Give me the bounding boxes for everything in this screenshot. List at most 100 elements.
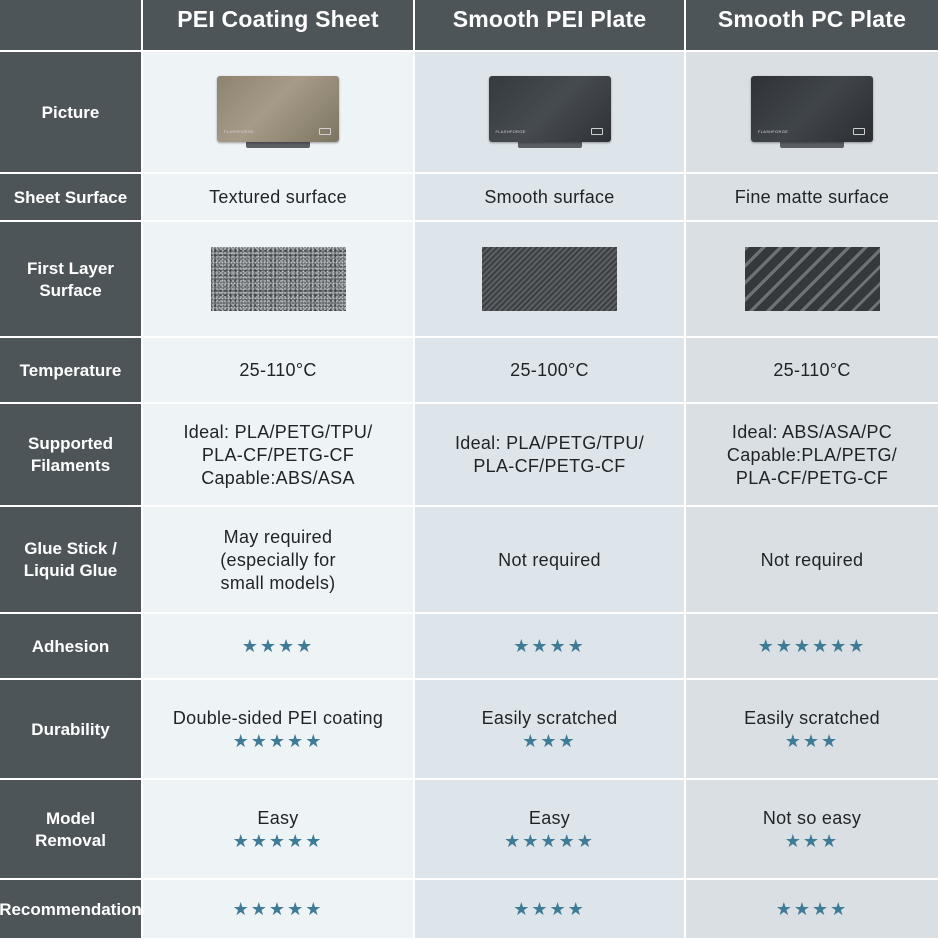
plate-image: FLASHFORGE (488, 76, 611, 148)
glue-cell: May required (especially for small model… (143, 507, 415, 614)
recommendation-stars: ★★★★ (513, 899, 586, 919)
recommendation-stars: ★★★★ (775, 899, 849, 919)
row-label-recommendation: Recommendation (0, 880, 143, 940)
sheet-surface-value: Smooth surface (415, 174, 686, 222)
glue-line: Not required (498, 549, 601, 570)
durability-cell: Easily scratched ★★★ (415, 680, 686, 780)
removal-text: Easy (528, 807, 571, 828)
row-label-line: Filaments (30, 456, 111, 475)
smooth-pc-plate-image: FLASHFORGE (751, 76, 873, 142)
plate-brand-logo: FLASHFORGE (495, 129, 526, 134)
plate-brand-logo: FLASHFORGE (224, 129, 255, 134)
row-label-line: Supported (28, 434, 113, 453)
glue-line: small models) (220, 572, 336, 593)
adhesion-cell: ★★★★ (415, 614, 686, 680)
adhesion-cell: ★★★★ (143, 614, 415, 680)
row-label-temperature: Temperature (0, 338, 143, 404)
adhesion-cell: ★★★★★★ (686, 614, 940, 680)
smooth-surface-swatch (482, 247, 617, 311)
glue-line: (especially for (220, 549, 336, 570)
row-label-line: Removal (35, 830, 106, 850)
removal-cell: Easy ★★★★★ (415, 780, 686, 880)
sheet-surface-value: Textured surface (143, 174, 415, 222)
filaments-line: PLA-CF/PETG-CF (473, 456, 626, 476)
recommendation-cell: ★★★★ (686, 880, 940, 940)
durability-cell: Easily scratched ★★★ (686, 680, 940, 780)
row-label-supported-filaments: Supported Filaments (0, 404, 143, 507)
recommendation-stars: ★★★★★ (232, 899, 324, 919)
sheet-surface-value: Fine matte surface (686, 174, 940, 222)
adhesion-stars: ★★★★★★ (757, 636, 867, 656)
removal-text: Not so easy (762, 807, 862, 828)
row-label-line: First Layer (27, 258, 114, 278)
row-label-line: Surface (39, 280, 102, 300)
removal-text: Easy (257, 807, 299, 828)
glue-cell: Not required (686, 507, 940, 614)
durability-cell: Double-sided PEI coating ★★★★★ (143, 680, 415, 780)
row-label-sheet-surface: Sheet Surface (0, 174, 143, 222)
first-layer-cell (686, 222, 940, 338)
removal-stars: ★★★★★ (504, 830, 595, 851)
filaments-cell: Ideal: PLA/PETG/TPU/ PLA-CF/PETG-CF Capa… (143, 404, 415, 507)
glue-line: Not required (760, 549, 864, 570)
row-label-glue: Glue Stick / Liquid Glue (0, 507, 143, 614)
pei-coating-sheet-image: FLASHFORGE (217, 76, 339, 142)
filaments-line: Ideal: PLA/PETG/TPU/ (183, 421, 373, 442)
filaments-line: Ideal: PLA/PETG/TPU/ (454, 433, 645, 453)
textured-surface-swatch (210, 247, 346, 311)
glue-cell: Not required (415, 507, 686, 614)
row-label-adhesion: Adhesion (0, 614, 143, 680)
filaments-line: PLA-CF/PETG-CF (735, 467, 889, 488)
durability-stars: ★★★ (784, 730, 840, 751)
plate-brand-logo: FLASHFORGE (758, 129, 789, 134)
row-label-durability: Durability (0, 680, 143, 780)
column-header-pei-coating-sheet: PEI Coating Sheet (143, 0, 415, 52)
row-label-line: Model (45, 808, 96, 828)
temperature-value: 25-110°C (143, 338, 415, 404)
filaments-line: Capable:PLA/PETG/ (726, 444, 898, 465)
adhesion-stars: ★★★★ (241, 636, 315, 656)
picture-cell: FLASHFORGE (415, 52, 686, 174)
plate-mark-icon (590, 128, 603, 135)
column-header-smooth-pc-plate: Smooth PC Plate (686, 0, 940, 52)
plate-image: FLASHFORGE (751, 76, 873, 148)
durability-stars: ★★★★★ (232, 730, 324, 751)
durability-text: Double-sided PEI coating (172, 707, 384, 728)
picture-cell: FLASHFORGE (143, 52, 415, 174)
filaments-line: Capable:ABS/ASA (201, 467, 355, 488)
filaments-cell: Ideal: PLA/PETG/TPU/ PLA-CF/PETG-CF (415, 404, 686, 507)
removal-stars: ★★★★★ (232, 830, 324, 851)
filaments-line: PLA-CF/PETG-CF (201, 444, 355, 465)
plate-tab (780, 142, 844, 148)
column-header-smooth-pei-plate: Smooth PEI Plate (415, 0, 686, 52)
plate-tab (246, 142, 310, 148)
row-label-picture: Picture (0, 52, 143, 174)
plate-mark-icon (319, 128, 331, 135)
striped-surface-swatch (744, 247, 880, 311)
filaments-cell: Ideal: ABS/ASA/PC Capable:PLA/PETG/ PLA-… (686, 404, 940, 507)
durability-stars: ★★★ (522, 730, 577, 751)
first-layer-cell (415, 222, 686, 338)
adhesion-stars: ★★★★ (513, 636, 586, 656)
row-label-model-removal: Model Removal (0, 780, 143, 880)
temperature-value: 25-110°C (686, 338, 940, 404)
table-corner (0, 0, 143, 52)
recommendation-cell: ★★★★★ (143, 880, 415, 940)
first-layer-cell (143, 222, 415, 338)
plate-image: FLASHFORGE (217, 76, 339, 148)
row-label-first-layer-surface: First Layer Surface (0, 222, 143, 338)
plate-mark-icon (853, 128, 865, 135)
picture-cell: FLASHFORGE (686, 52, 940, 174)
plate-tab (517, 142, 582, 148)
smooth-pei-plate-image: FLASHFORGE (488, 76, 611, 142)
removal-cell: Easy ★★★★★ (143, 780, 415, 880)
glue-line: May required (223, 526, 333, 547)
durability-text: Easily scratched (481, 707, 618, 728)
filaments-line: Ideal: ABS/ASA/PC (731, 421, 893, 442)
durability-text: Easily scratched (744, 707, 880, 728)
row-label-line: Liquid Glue (23, 561, 118, 580)
row-label-line: Glue Stick / (24, 539, 117, 558)
recommendation-cell: ★★★★ (415, 880, 686, 940)
removal-cell: Not so easy ★★★ (686, 780, 940, 880)
